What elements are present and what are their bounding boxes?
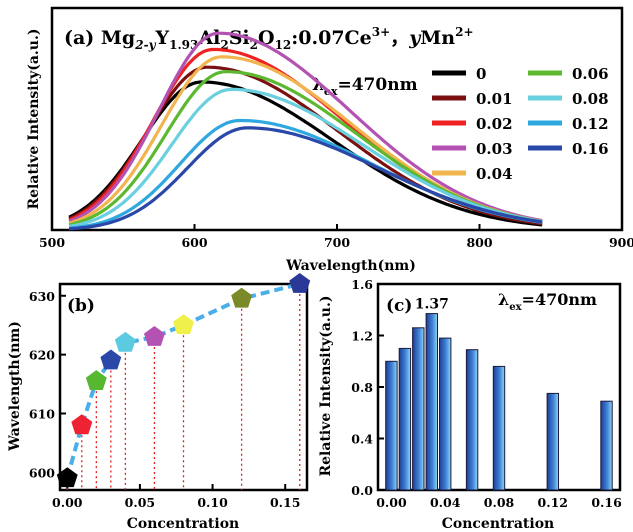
spectrum-line-0.03	[68, 31, 543, 223]
x-tick-label: 0.00	[52, 495, 83, 510]
data-point-1	[71, 414, 93, 435]
y-tick-label: 600	[29, 465, 55, 480]
legend-label-0.03: 0.03	[476, 140, 513, 158]
x-tick-label: 0.15	[270, 495, 300, 510]
panel-a-curves	[68, 31, 543, 231]
x-tick-label: 600	[181, 235, 207, 250]
bar-0.04	[439, 337, 452, 491]
panel-b-marks	[56, 273, 311, 490]
panel-b-frame	[58, 282, 309, 492]
bar-0.03	[425, 313, 439, 491]
panel-a-title: (a) Mg2-yY1.93Al2Si2O12:0.07Ce3+，yMn2+	[64, 25, 474, 52]
panel-c-xlabel: Concentration	[442, 516, 555, 532]
panel-c-bars	[385, 313, 613, 491]
y-tick-label: 0.0	[351, 483, 373, 498]
panel-a-legend: 0 0.01 0.02 0.03 0.04 0.06 0.08 0.12 0.16	[432, 65, 609, 183]
bar-0	[385, 360, 398, 491]
x-tick-label: 0.10	[197, 495, 228, 510]
legend-label-0: 0	[476, 65, 486, 83]
data-point-6	[173, 314, 194, 335]
x-tick-label: 900	[609, 235, 633, 250]
legend-label-0.04: 0.04	[476, 165, 513, 183]
y-tick-label: 0.4	[351, 432, 373, 447]
bar-0.01	[398, 347, 412, 491]
panel-c-label: (c)	[386, 296, 412, 316]
x-tick-label: 500	[39, 235, 65, 250]
panel-a-xlabel: Wavelength(nm)	[285, 258, 416, 274]
x-tick-label: 0.08	[484, 495, 515, 510]
spectrum-line-0.16	[68, 126, 543, 231]
panel-a-ylabel: Relative Intensity(a.u.)	[26, 29, 42, 210]
panel-c-ylabel: Relative Intensity(a.u.)	[318, 296, 334, 477]
panel-c-peak-annotation: 1.37	[415, 297, 449, 313]
panel-b-xlabel: Concentration	[127, 516, 240, 532]
panel-a: (a) Mg2-yY1.93Al2Si2O12:0.07Ce3+，yMn2+ λ…	[26, 6, 633, 274]
trend-line	[65, 282, 301, 479]
legend-label-0.01: 0.01	[476, 90, 513, 108]
panel-c-ticks: 0.00 0.04 0.08 0.12 0.16 0.0 0.4 0.8 1.2 1.6	[351, 277, 622, 510]
data-point-5	[144, 326, 165, 346]
data-point-0	[56, 467, 78, 488]
panel-a-excitation: λex=470nm	[312, 75, 418, 98]
bar-0.12	[546, 392, 559, 491]
data-point-8	[289, 273, 311, 293]
data-point-7	[231, 287, 253, 308]
legend-label-0.08: 0.08	[572, 90, 609, 108]
x-tick-label: 800	[466, 235, 492, 250]
y-tick-label: 610	[29, 406, 55, 421]
legend-label-0.16: 0.16	[572, 140, 609, 158]
y-tick-label: 0.8	[351, 380, 373, 395]
y-tick-label: 620	[29, 348, 55, 363]
y-tick-label: 1.6	[351, 277, 373, 292]
x-tick-label: 0.12	[538, 495, 568, 510]
data-point-3	[100, 349, 122, 370]
spectrum-line-0.08	[68, 87, 543, 229]
x-tick-label: 0.05	[125, 495, 155, 510]
panel-c: (c) λex=470nm 0.00 0.04 0.08 0.12 0.16 0.0 0.4…	[318, 277, 622, 532]
legend-label-0.02: 0.02	[476, 115, 513, 133]
bar-0.06	[465, 349, 479, 491]
panel-b-label: (b)	[67, 296, 95, 316]
bar-0.16	[600, 400, 613, 491]
panel-b: (b) 0.00 0.05 0.10 0.15 600 610 620 630 Wavelen…	[7, 273, 311, 532]
panel-a-x-ticks: 500 600 700 800 900	[39, 224, 633, 250]
bar-0.08	[492, 365, 506, 491]
data-point-2	[85, 370, 107, 390]
panel-c-excitation: λex=470nm	[498, 290, 597, 313]
y-tick-label: 1.2	[351, 329, 373, 344]
data-point-4	[114, 331, 136, 352]
y-tick-label: 630	[29, 289, 55, 304]
x-tick-label: 0.04	[430, 495, 461, 510]
legend-label-0.12: 0.12	[572, 115, 609, 133]
bar-0.02	[412, 327, 425, 491]
x-tick-label: 0.16	[591, 495, 622, 510]
legend-label-0.06: 0.06	[572, 65, 609, 83]
panel-b-ylabel: Wavelength(nm)	[7, 321, 23, 452]
x-tick-label: 700	[324, 235, 350, 250]
x-tick-label: 0.00	[376, 495, 407, 510]
